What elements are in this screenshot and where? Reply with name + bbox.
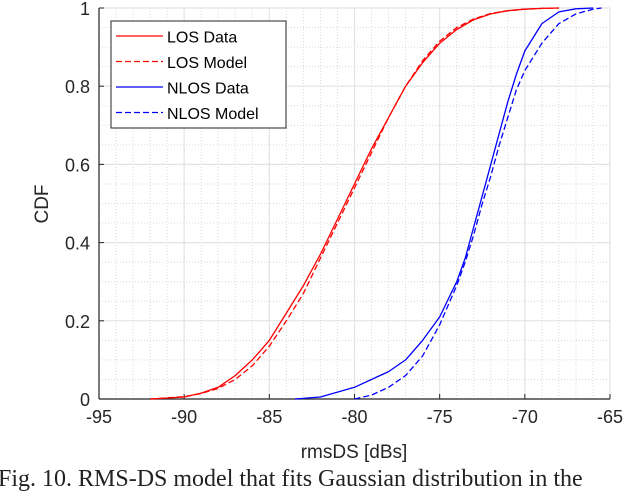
legend-label: LOS Data: [167, 30, 237, 47]
y-tick-label: 0.6: [65, 155, 90, 175]
series-nlos-model: [354, 7, 602, 400]
x-tick-label: -80: [341, 407, 367, 427]
cdf-chart: -95 -90 -85 -80 -75 -70 -65 0 0.2 0.4 0.6 0.8 1 rmsD…: [32, 0, 623, 463]
x-tick-label: -65: [597, 407, 623, 427]
x-axis-label: rmsDS [dBs]: [301, 442, 408, 463]
figure-caption: Fig. 10. RMS-DS model that fits Gaussian…: [0, 466, 583, 492]
tick-labels: -95 -90 -85 -80 -75 -70 -65 0 0.2 0.4 0.6 0.8 1: [65, 0, 623, 427]
x-tick-label: -75: [427, 407, 453, 427]
legend: LOS Data LOS Model NLOS Data NLOS Model: [110, 20, 287, 129]
x-tick-label: -90: [171, 407, 197, 427]
series-los-data: [150, 7, 559, 400]
x-tick-label: -95: [86, 407, 112, 427]
y-tick-label: 0.2: [65, 312, 90, 332]
series-los-model: [150, 7, 559, 400]
y-tick-label: 0.8: [65, 77, 90, 97]
series-nlos-data: [294, 7, 594, 400]
x-tick-label: -70: [512, 407, 538, 427]
data-series: [150, 7, 602, 400]
y-tick-label: 0: [80, 390, 90, 410]
legend-box: [110, 20, 287, 129]
y-tick-label: 1: [80, 0, 90, 19]
legend-label: NLOS Model: [167, 106, 259, 123]
y-tick-label: 0.4: [65, 234, 90, 254]
legend-label: LOS Model: [167, 55, 247, 72]
legend-label: NLOS Data: [167, 81, 249, 98]
y-axis-label: CDF: [32, 184, 53, 223]
x-tick-label: -85: [256, 407, 282, 427]
